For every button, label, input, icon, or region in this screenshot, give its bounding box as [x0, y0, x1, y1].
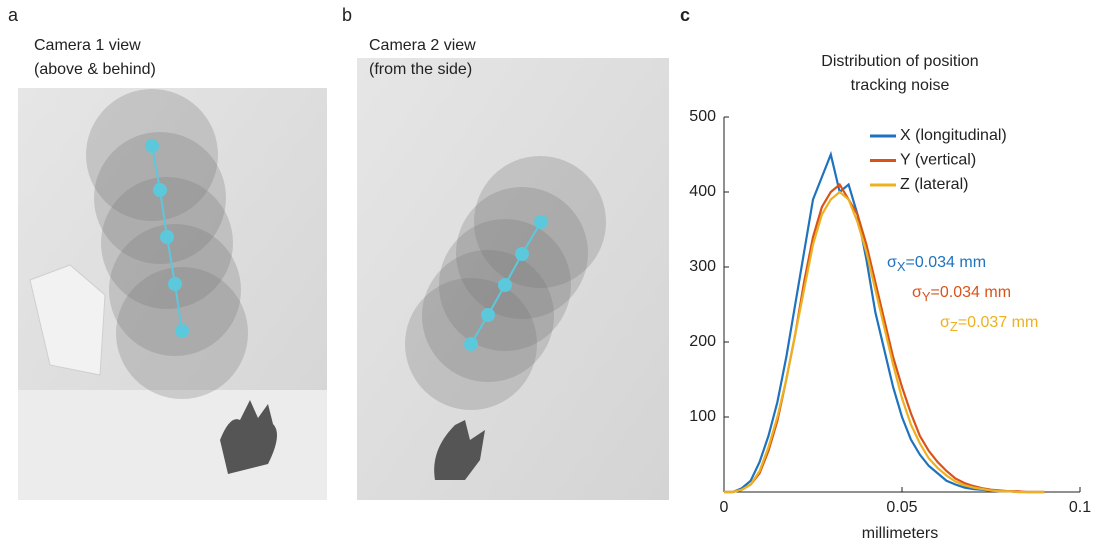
annotation-text: =0.037 mm	[958, 314, 1038, 331]
camera-2-photo	[357, 58, 669, 500]
chart-title: Distribution of position	[821, 53, 978, 70]
y-tick-label: 400	[689, 183, 716, 200]
legend-label: Y (vertical)	[900, 152, 976, 169]
panel-label: a	[8, 5, 19, 25]
caption: Camera 1 view	[34, 37, 141, 54]
x-axis-label: millimeters	[862, 525, 938, 542]
series-line	[724, 190, 1045, 494]
annotation: σX=0.034 mm	[887, 254, 986, 274]
caption: (from the side)	[369, 61, 472, 78]
y-tick-label: 100	[689, 408, 716, 425]
annotation-symbol: σ	[912, 284, 922, 301]
y-tick-label: 300	[689, 258, 716, 275]
annotation: σY=0.034 mm	[912, 284, 1011, 304]
x-tick-label: 0.05	[886, 499, 917, 516]
annotation-text: =0.034 mm	[931, 284, 1011, 301]
annotation-symbol: σ	[887, 254, 897, 271]
legend-label: X (longitudinal)	[900, 127, 1007, 144]
panel-label: b	[342, 5, 352, 25]
y-tick-label: 500	[689, 108, 716, 125]
panel-label: c	[680, 5, 690, 25]
legend-label: Z (lateral)	[900, 176, 968, 193]
chart-title: tracking noise	[851, 77, 950, 94]
annotation-subscript: Z	[950, 319, 958, 334]
caption: Camera 2 view	[369, 37, 476, 54]
y-tick-label: 200	[689, 333, 716, 350]
annotation-symbol: σ	[940, 314, 950, 331]
series-line	[724, 182, 1045, 494]
annotation-text: =0.034 mm	[906, 254, 986, 271]
annotation-subscript: Y	[922, 289, 931, 304]
caption: (above & behind)	[34, 61, 156, 78]
annotation: σZ=0.037 mm	[940, 314, 1038, 334]
x-tick-label: 0.1	[1069, 499, 1091, 516]
x-tick-label: 0	[720, 499, 729, 516]
annotation-subscript: X	[897, 259, 906, 274]
camera-1-photo	[18, 88, 327, 500]
